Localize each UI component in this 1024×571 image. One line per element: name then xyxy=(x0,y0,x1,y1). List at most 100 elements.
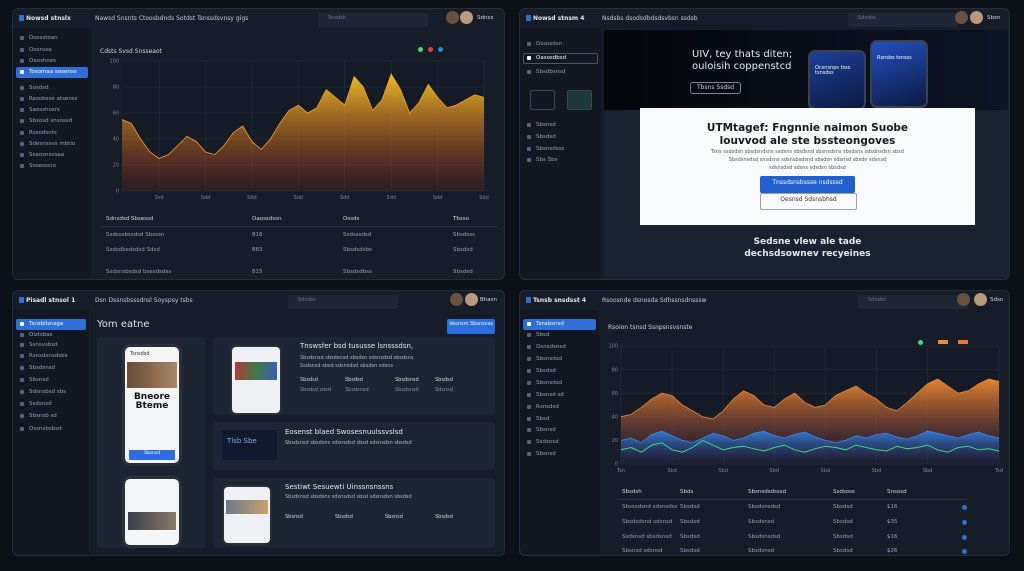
sidebar-item[interactable]: Tsnsbsnsd xyxy=(536,321,564,327)
icon-box[interactable] xyxy=(567,90,592,110)
avatar[interactable] xyxy=(460,11,473,24)
avatar[interactable] xyxy=(955,11,968,24)
avatar[interactable] xyxy=(974,293,987,306)
action-button[interactable]: Vesnsm Sbsnsvss xyxy=(447,319,495,334)
sidebar-item[interactable]: Sdsnsbsd sbs xyxy=(29,389,67,395)
sidebar-item[interactable]: Ssdsnsd xyxy=(29,401,52,407)
sidebar-icon xyxy=(527,357,531,361)
card-meta-value: Sdsnsd xyxy=(435,387,453,393)
avatar[interactable] xyxy=(450,293,463,306)
table-header: Tbsso xyxy=(453,216,469,222)
sidebar-item[interactable]: Saosshosrs xyxy=(29,107,60,113)
sidebar-item[interactable]: Rsnsdsd xyxy=(536,404,559,410)
avatar[interactable] xyxy=(465,293,478,306)
sidebar-item[interactable]: Sosdsd xyxy=(29,85,49,91)
sidebar-item[interactable]: Sbsdsd xyxy=(536,368,556,374)
sidebar-active xyxy=(16,67,88,78)
sidebar-item[interactable]: Sbsnsb sd xyxy=(29,413,57,419)
sidebar-item[interactable]: Oaoshoes xyxy=(29,58,57,64)
search[interactable]: Snsdsh xyxy=(318,13,428,27)
sidebar-item[interactable]: Oosnsss xyxy=(29,47,52,53)
hero xyxy=(604,30,1008,110)
table-cell: Ssdsdbsdsdsd Sdsd xyxy=(106,247,160,253)
y-tick-label: 80 xyxy=(113,85,119,91)
footer-title: Sedsne vlew ale tade xyxy=(753,237,862,247)
search[interactable]: Sdnsbs xyxy=(288,295,398,309)
sidebar-item[interactable]: Dsosstoan xyxy=(29,35,58,41)
sidebar-item[interactable]: Tsnsblisnsga xyxy=(29,321,64,327)
sidebar-item[interactable]: Sbsnsd xyxy=(536,451,556,457)
primary-button[interactable]: Tnssdsnsbssse nsdsssd xyxy=(760,176,855,193)
table-sep xyxy=(617,499,967,500)
sidebar-item[interactable]: Resobsse atsenss xyxy=(29,96,78,102)
table-header: Sbsnsdsdsssd xyxy=(748,489,787,495)
sidebar-item[interactable]: Rssodsnts xyxy=(29,130,57,136)
search[interactable]: Sdnsbs xyxy=(848,13,958,27)
series-line xyxy=(620,439,1000,453)
sidebar-item[interactable]: Ssnsvsbsd xyxy=(29,342,58,348)
y-tick-label: 60 xyxy=(612,391,618,397)
sidebar-item[interactable]: Oasosdbsd xyxy=(536,55,567,61)
avatar[interactable] xyxy=(970,11,983,24)
sidebar-icon xyxy=(20,36,24,40)
table-header: Sdnsdsd Sbsessd xyxy=(106,216,154,222)
sidebar-item[interactable]: Sbsd xyxy=(536,332,550,338)
sidebar-item[interactable]: Sosesscrs xyxy=(29,163,56,169)
logo xyxy=(19,297,24,303)
sidebar-item[interactable]: Sbs Sbs xyxy=(536,157,558,163)
sidebar-item[interactable]: Sbsnsd xyxy=(29,377,49,383)
series-line xyxy=(121,73,485,159)
sidebar-item[interactable]: Sbsnsd xyxy=(536,122,556,128)
sidebar-item[interactable]: Sbsnsd xyxy=(536,427,556,433)
table-cell: Sbsdsd xyxy=(833,548,853,554)
sidebar-item[interactable]: Oiztsbas xyxy=(29,332,53,338)
avatar[interactable] xyxy=(957,293,970,306)
x-tick-label: Sdd xyxy=(433,195,443,201)
sidebar-item[interactable]: Tosomaa sesenss xyxy=(29,69,77,75)
icon-box[interactable] xyxy=(530,90,555,110)
sidebar-icon xyxy=(527,322,531,326)
sidebar-icon xyxy=(20,343,24,347)
phone-image xyxy=(128,512,176,530)
chart-title: Cdsts Svsd Snsseaot xyxy=(100,48,162,55)
table-cell: 883 xyxy=(252,247,263,253)
sidebar-item[interactable]: Ssdsnsd xyxy=(536,439,559,445)
sidebar-item[interactable]: Osnsdsnsd xyxy=(536,344,566,350)
sidebar-item[interactable]: Ossosdsn xyxy=(536,41,563,47)
phone-card: Rsnsbs tsnsss xyxy=(877,55,912,61)
y-tick-label: 20 xyxy=(612,438,618,444)
sidebar-icon xyxy=(20,119,24,123)
hero-button[interactable]: Tbsns Ssdsd xyxy=(690,82,742,94)
sidebar-item[interactable]: Sbsosd snsossd xyxy=(29,118,73,124)
phone-button[interactable]: Sbsnsd xyxy=(129,450,175,460)
sidebar-item[interactable]: Sbsnsd sd xyxy=(536,392,564,398)
card-meta-value: Sbsdsd sdsd xyxy=(300,387,332,393)
page-title: Nawsd Snsnts Ctoosbdnds Sotdst Tsnssdsvn… xyxy=(95,15,249,22)
secondary-button[interactable]: Oesnsd Sdsnsbhsd xyxy=(760,193,857,210)
x-tick-label: Sdd xyxy=(294,195,304,201)
sidebar-icon xyxy=(20,390,24,394)
sidebar-item[interactable]: Ssaosnsvsaa xyxy=(29,152,65,158)
search[interactable]: Sdnsbs xyxy=(858,295,968,309)
sidebar-item[interactable]: Sbsnsdsss xyxy=(536,146,565,152)
sidebar-item[interactable]: Sbsdsnsd xyxy=(29,365,56,371)
sidebar-icon xyxy=(527,369,531,373)
footer-title: dechsdsownev recyeines xyxy=(744,249,871,259)
logo xyxy=(526,15,531,21)
phone xyxy=(222,485,272,545)
sidebar-item[interactable]: Sbsdsd xyxy=(536,134,556,140)
table-header: Sbsdsh xyxy=(622,489,642,495)
table-header: Ssdsoss xyxy=(833,489,855,495)
phone-image xyxy=(226,500,268,514)
sidebar-item[interactable]: Sbsd xyxy=(536,416,550,422)
sidebar-active xyxy=(16,319,86,330)
sidebar-item[interactable]: Sbsnsdsd xyxy=(536,356,563,362)
sidebar-item[interactable]: Sdesnssvs mbtio xyxy=(29,141,76,147)
sidebar-item[interactable]: Rsnsdsnsdsbs xyxy=(29,353,68,359)
sidebar-icon xyxy=(20,378,24,382)
table-cell: Sbsdsdsbs xyxy=(343,247,372,253)
sidebar-item[interactable]: Ossnsbsbsd xyxy=(29,426,62,432)
avatar[interactable] xyxy=(446,11,459,24)
sidebar-item[interactable]: Sbsnsdsd xyxy=(536,380,563,386)
sidebar-item[interactable]: Sbsdbsnsd xyxy=(536,69,566,75)
